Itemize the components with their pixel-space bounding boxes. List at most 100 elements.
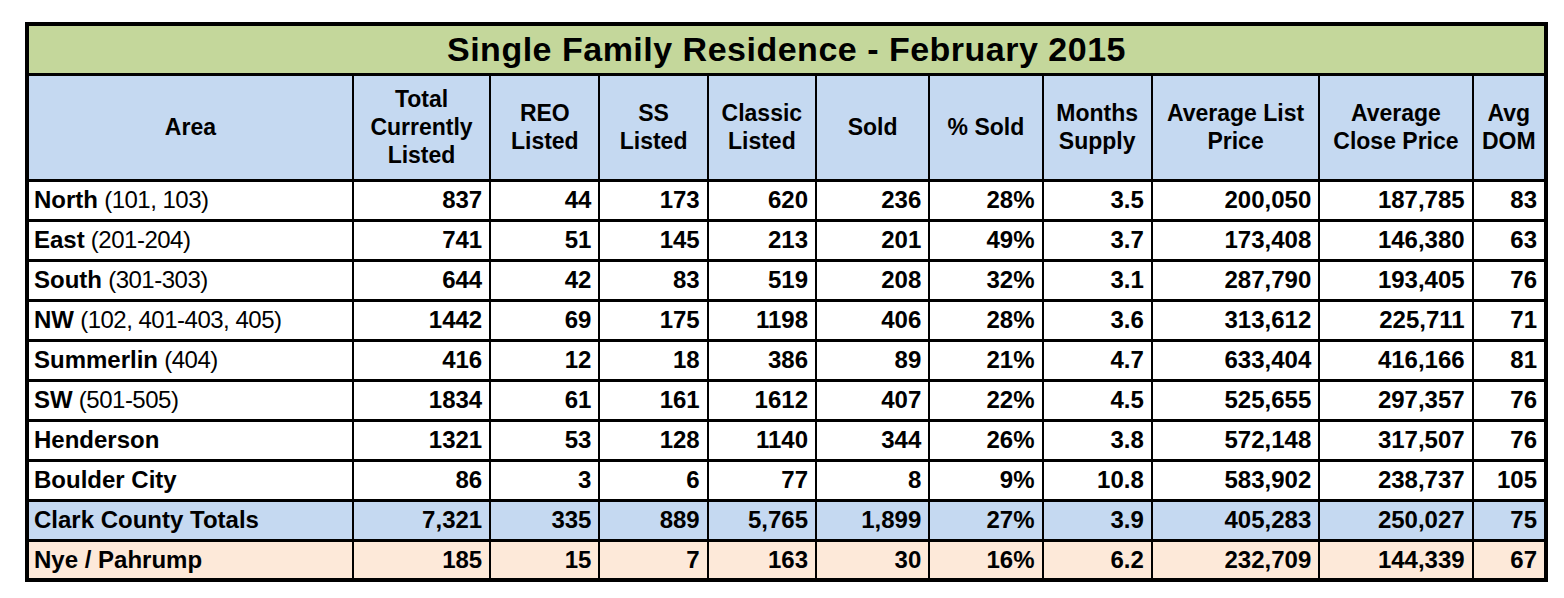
value-cell: 1140 [708,420,816,460]
value-cell: 86 [353,460,490,500]
value-cell: 232,709 [1152,540,1319,580]
value-cell: 200,050 [1152,180,1319,220]
value-cell: 1198 [708,300,816,340]
value-cell: 12 [490,340,599,380]
area-name: North [34,186,98,213]
table-row: North (101, 103)8374417362023628%3.5200,… [27,180,1546,220]
value-cell: 3.7 [1043,220,1152,260]
value-cell: 89 [816,340,929,380]
area-code: (102, 401-403, 405) [74,306,282,333]
value-cell: 238,737 [1319,460,1472,500]
column-header: Months Supply [1043,74,1152,180]
column-header: Total Currently Listed [353,74,490,180]
value-cell: 8 [816,460,929,500]
area-name: Henderson [34,426,159,453]
value-cell: 83 [1473,180,1546,220]
value-cell: 5,765 [708,500,816,540]
value-cell: 7,321 [353,500,490,540]
value-cell: 837 [353,180,490,220]
value-cell: 32% [929,260,1042,300]
value-cell: 572,148 [1152,420,1319,460]
value-cell: 344 [816,420,929,460]
area-name: Boulder City [34,466,177,493]
value-cell: 416,166 [1319,340,1472,380]
value-cell: 6.2 [1043,540,1152,580]
value-cell: 30 [816,540,929,580]
value-cell: 105 [1473,460,1546,500]
area-name: Summerlin [34,346,158,373]
value-cell: 250,027 [1319,500,1472,540]
value-cell: 26% [929,420,1042,460]
value-cell: 1834 [353,380,490,420]
area-cell: Boulder City [27,460,353,500]
area-cell: East (201-204) [27,220,353,260]
area-name: South [34,266,102,293]
value-cell: 3 [490,460,599,500]
value-cell: 42 [490,260,599,300]
value-cell: 21% [929,340,1042,380]
value-cell: 3.6 [1043,300,1152,340]
value-cell: 145 [599,220,707,260]
value-cell: 4.5 [1043,380,1152,420]
table-row: South (301-303)644428351920832%3.1287,79… [27,260,1546,300]
value-cell: 28% [929,300,1042,340]
value-cell: 15 [490,540,599,580]
value-cell: 83 [599,260,707,300]
value-cell: 49% [929,220,1042,260]
value-cell: 71 [1473,300,1546,340]
value-cell: 297,357 [1319,380,1472,420]
column-header: Avg DOM [1473,74,1546,180]
title-row: Single Family Residence - February 2015 [27,24,1546,74]
area-cell: SW (501-505) [27,380,353,420]
area-name: Nye / Pahrump [34,546,202,573]
table-row: Summerlin (404)41612183868921%4.7633,404… [27,340,1546,380]
value-cell: 620 [708,180,816,220]
value-cell: 201 [816,220,929,260]
value-cell: 236 [816,180,929,220]
value-cell: 525,655 [1152,380,1319,420]
value-cell: 146,380 [1319,220,1472,260]
table-row: Henderson132153128114034426%3.8572,14831… [27,420,1546,460]
area-code: (404) [158,346,218,373]
value-cell: 193,405 [1319,260,1472,300]
value-cell: 67 [1473,540,1546,580]
value-cell: 644 [353,260,490,300]
value-cell: 519 [708,260,816,300]
value-cell: 18 [599,340,707,380]
value-cell: 9% [929,460,1042,500]
value-cell: 144,339 [1319,540,1472,580]
area-name: East [34,226,85,253]
value-cell: 1,899 [816,500,929,540]
value-cell: 75 [1473,500,1546,540]
area-name: Clark County Totals [34,506,259,533]
value-cell: 28% [929,180,1042,220]
value-cell: 76 [1473,260,1546,300]
value-cell: 63 [1473,220,1546,260]
table-row: Boulder City86367789%10.8583,902238,7371… [27,460,1546,500]
value-cell: 173 [599,180,707,220]
value-cell: 81 [1473,340,1546,380]
value-cell: 335 [490,500,599,540]
area-cell: South (301-303) [27,260,353,300]
value-cell: 4.7 [1043,340,1152,380]
value-cell: 77 [708,460,816,500]
page-title: Single Family Residence - February 2015 [27,24,1546,74]
value-cell: 1442 [353,300,490,340]
value-cell: 3.8 [1043,420,1152,460]
report-table-container: Single Family Residence - February 2015 … [25,22,1548,582]
value-cell: 416 [353,340,490,380]
column-header: Sold [816,74,929,180]
value-cell: 22% [929,380,1042,420]
area-cell: Clark County Totals [27,500,353,540]
area-cell: NW (102, 401-403, 405) [27,300,353,340]
area-cell: Summerlin (404) [27,340,353,380]
value-cell: 287,790 [1152,260,1319,300]
area-code: (101, 103) [98,186,209,213]
residence-report-table: Single Family Residence - February 2015 … [25,22,1548,582]
value-cell: 10.8 [1043,460,1152,500]
table-row: SW (501-505)183461161161240722%4.5525,65… [27,380,1546,420]
value-cell: 7 [599,540,707,580]
value-cell: 317,507 [1319,420,1472,460]
value-cell: 76 [1473,380,1546,420]
value-cell: 175 [599,300,707,340]
